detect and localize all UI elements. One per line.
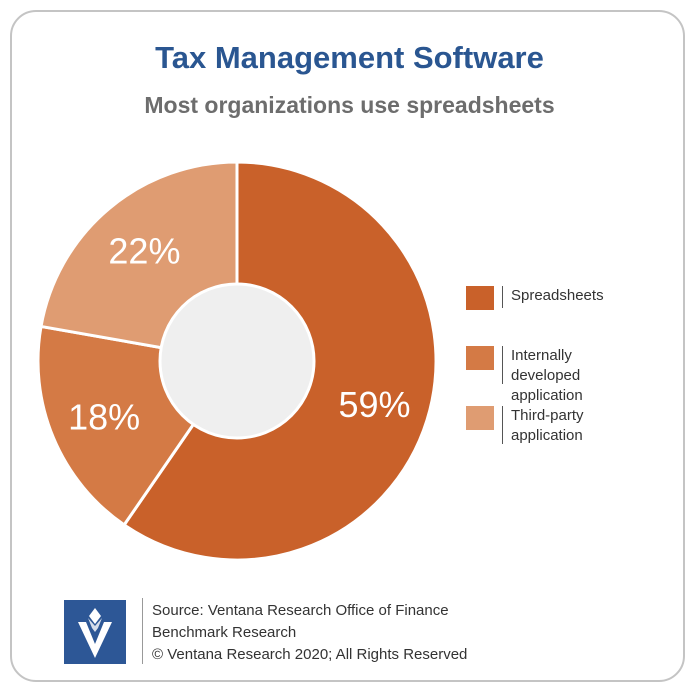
legend-divider (502, 406, 503, 444)
legend-label-spreadsheets: Spreadsheets (511, 287, 604, 304)
legend-swatch-spreadsheets (466, 286, 494, 310)
donut-hole (158, 282, 316, 440)
source-line-1: Source: Ventana Research Office of Finan… (152, 602, 449, 619)
source-text: Source: Ventana Research Office of Finan… (152, 600, 467, 666)
legend-item-internally-developed: Internally developed application (466, 346, 629, 406)
chart-subtitle: Most organizations use spreadsheets (144, 92, 555, 118)
footer-divider (142, 598, 143, 664)
chart-title: Tax Management Software (155, 40, 544, 75)
legend-divider (502, 286, 503, 308)
legend-divider (502, 346, 503, 384)
copyright-line: © Ventana Research 2020; All Rights Rese… (152, 646, 468, 663)
data-label-spreadsheets: 59% (338, 384, 410, 425)
legend-item-third-party: Third-party application (466, 406, 629, 446)
legend-label-internally-developed: Internally developed application (511, 347, 583, 404)
ventana-logo-icon (64, 600, 126, 664)
legend-swatch-internally-developed (466, 346, 494, 370)
source-line-2: Benchmark Research (152, 624, 297, 641)
legend-item-spreadsheets: Spreadsheets (466, 286, 699, 310)
data-label-internally-developed: 18% (68, 397, 140, 438)
data-label-third-party: 22% (108, 231, 180, 272)
legend-label-third-party: Third-party application (511, 407, 584, 444)
legend-swatch-third-party (466, 406, 494, 430)
